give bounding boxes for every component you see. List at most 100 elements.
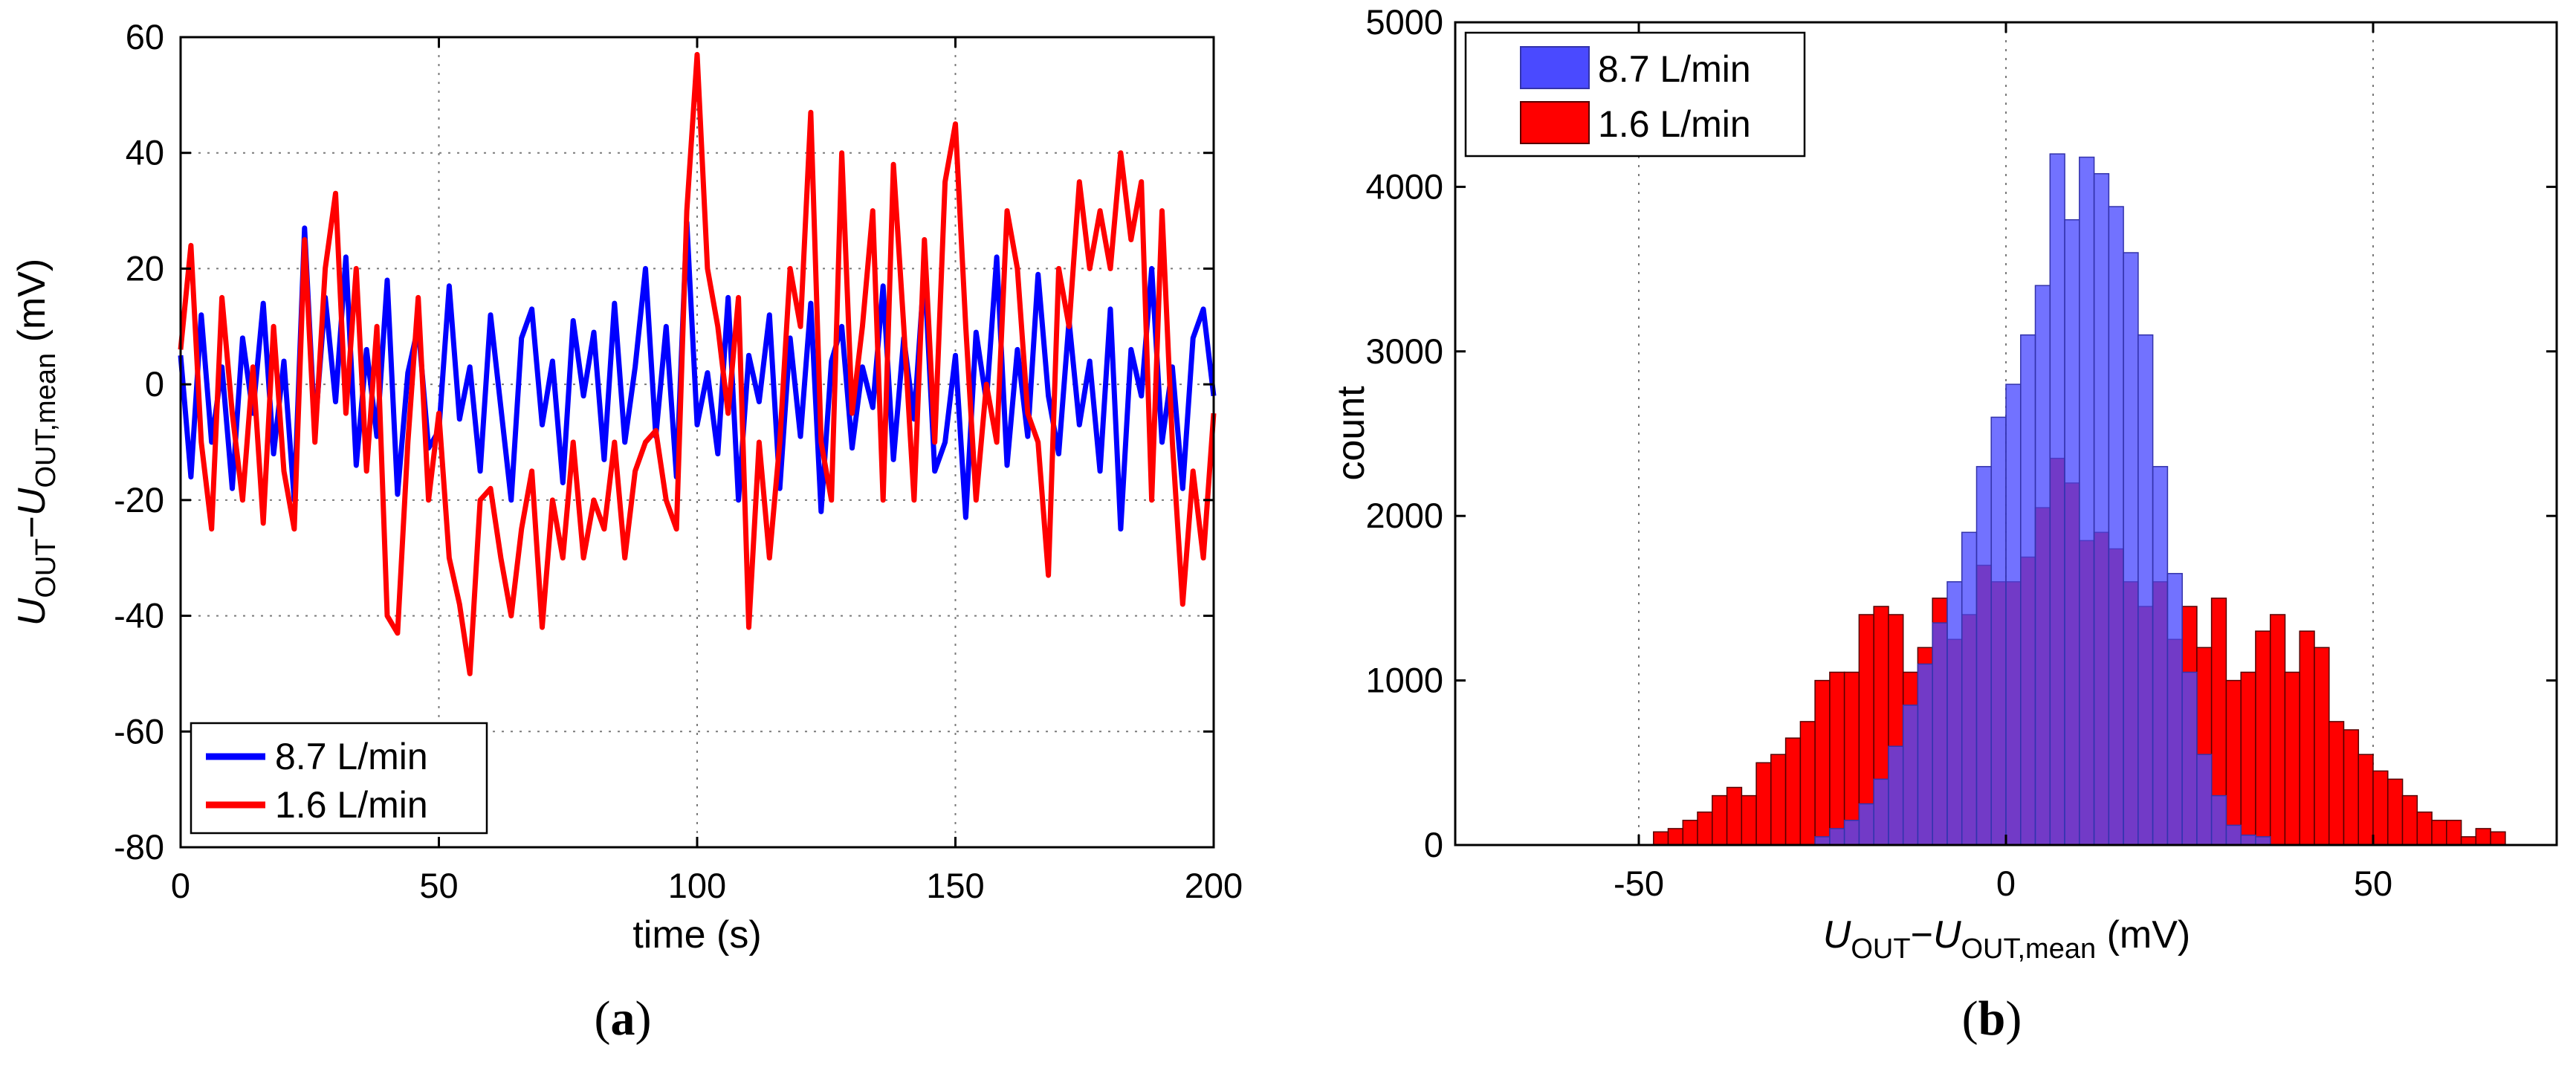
histogram-bar-blue [1873, 778, 1889, 846]
histogram-bar-blue [2123, 252, 2139, 846]
histogram-bar-blue [2034, 285, 2051, 846]
histogram-bar-blue [2240, 834, 2256, 846]
histogram-bar-blue [1902, 705, 1919, 846]
y-tick-label: -80 [114, 827, 164, 867]
series-line-red [178, 51, 1217, 676]
bars-8-7-l-min [1814, 153, 2271, 846]
histogram-bar-red [2475, 828, 2491, 846]
legend-label-blue: 8.7 L/min [275, 736, 428, 777]
y-axis-label: count [1330, 386, 1373, 481]
histogram-bar-blue [1829, 828, 1845, 846]
histogram-bar-blue [1843, 820, 1860, 846]
x-tick-labels: 0 50 100 150 200 [171, 866, 1243, 905]
histogram-bar-blue [2079, 156, 2095, 846]
histogram-bar-red [2431, 820, 2447, 846]
histogram-bar-red [2299, 630, 2315, 846]
histogram-bar-red [2328, 721, 2345, 846]
histogram-bar-blue [1858, 803, 1874, 846]
histogram-bar-red [1784, 737, 1802, 846]
histogram-bar-red [1770, 754, 1787, 846]
histogram-bar-red [2372, 770, 2389, 846]
histogram-bar-blue [2225, 824, 2242, 846]
legend-label-red: 1.6 L/min [275, 784, 428, 826]
histogram-bar-blue [2255, 836, 2271, 846]
histogram-bar-red [2490, 831, 2506, 846]
y-tick-label: 5000 [1365, 2, 1443, 42]
histogram-bar-red [2446, 820, 2462, 846]
histogram-bar-blue [2064, 218, 2080, 846]
histogram-bar-blue [1917, 663, 1933, 846]
histogram-bar-red [2460, 836, 2477, 846]
histogram-bar-red [1829, 671, 1845, 846]
histogram-bar-blue [1990, 416, 2007, 846]
x-axis-label: time (s) [632, 913, 761, 956]
x-tick-label: 0 [1996, 864, 2016, 903]
y-tick-label: 2000 [1365, 496, 1443, 535]
histogram-bar-red [1814, 679, 1831, 846]
panel-label-b: (b) [1962, 991, 2022, 1046]
histogram-bar-blue [1961, 531, 1978, 846]
histogram-bar-blue [2138, 334, 2154, 846]
histogram-bar-red [1697, 811, 1713, 846]
histogram-bar-red [2387, 778, 2404, 846]
y-tick-label: 40 [126, 133, 164, 172]
y-tick-label: 0 [1424, 825, 1443, 864]
histogram-bar-red [2255, 630, 2271, 846]
histogram-bar-blue [2093, 172, 2110, 846]
histogram-bar-red [1843, 671, 1860, 846]
legend: 8.7 L/min 1.6 L/min [1464, 31, 1806, 158]
legend-label-blue: 8.7 L/min [1598, 48, 1751, 90]
tick-marks [179, 36, 1215, 849]
histogram-bar-blue [2049, 153, 2065, 846]
legend-swatch-red [1520, 101, 1590, 144]
y-tick-label: -20 [114, 480, 164, 519]
histogram-bar-red [1653, 831, 1669, 846]
panel-label-a: (a) [595, 991, 652, 1046]
y-tick-label: -40 [114, 596, 164, 635]
histogram-bar-red [2343, 729, 2360, 846]
histogram-bar-red [1755, 762, 1772, 846]
histogram-bar-red [1682, 820, 1698, 846]
legend-swatch-blue [1520, 46, 1590, 89]
histogram-bar-red [1667, 828, 1684, 846]
y-tick-label: 0 [145, 364, 164, 404]
y-tick-labels: 60 40 20 0 -20 -40 -60 -80 [114, 17, 164, 867]
series-line-blue [178, 219, 1217, 532]
histogram-bar-red [1741, 794, 1757, 846]
legend-box [190, 722, 488, 835]
y-tick-labels: 5000 4000 3000 2000 1000 0 [1365, 2, 1443, 864]
histogram-bar-blue [1932, 622, 1948, 846]
tick-marks [1455, 21, 2557, 847]
x-tick-label: 50 [419, 866, 458, 905]
y-tick-label: -60 [114, 711, 164, 751]
histogram-bar-red [2357, 754, 2374, 846]
histogram-bar-red [1712, 794, 1728, 846]
y-tick-label: 3000 [1365, 331, 1443, 371]
histogram-bar-red [1726, 786, 1743, 846]
y-tick-label: 1000 [1365, 661, 1443, 700]
x-tick-labels: -50 0 50 [1614, 864, 2392, 903]
histogram-bar-red [2269, 614, 2286, 846]
histogram-bar-blue [2020, 334, 2036, 846]
histogram-bar-blue [2152, 466, 2169, 846]
histogram-bar-blue [2196, 754, 2213, 846]
histogram-bar-red [2416, 811, 2433, 846]
x-tick-label: 150 [926, 866, 984, 905]
histogram-bar-red [1799, 721, 1816, 846]
x-tick-label: -50 [1614, 864, 1664, 903]
histogram-bar-blue [2210, 794, 2227, 846]
histogram-bar-red [2401, 794, 2418, 846]
histogram-bar-red [2240, 671, 2256, 846]
y-tick-label: 4000 [1365, 166, 1443, 206]
histogram-bar-red [2284, 671, 2300, 846]
x-tick-label: 50 [2354, 864, 2392, 903]
histogram-bar-blue [1814, 836, 1831, 846]
y-tick-label: 20 [126, 248, 164, 288]
legend-label-red: 1.6 L/min [1598, 103, 1751, 145]
histogram-bar-blue [2166, 572, 2183, 846]
histogram-bar-blue [1975, 466, 1993, 846]
x-tick-label: 200 [1185, 866, 1243, 905]
series-lines [178, 51, 1217, 676]
